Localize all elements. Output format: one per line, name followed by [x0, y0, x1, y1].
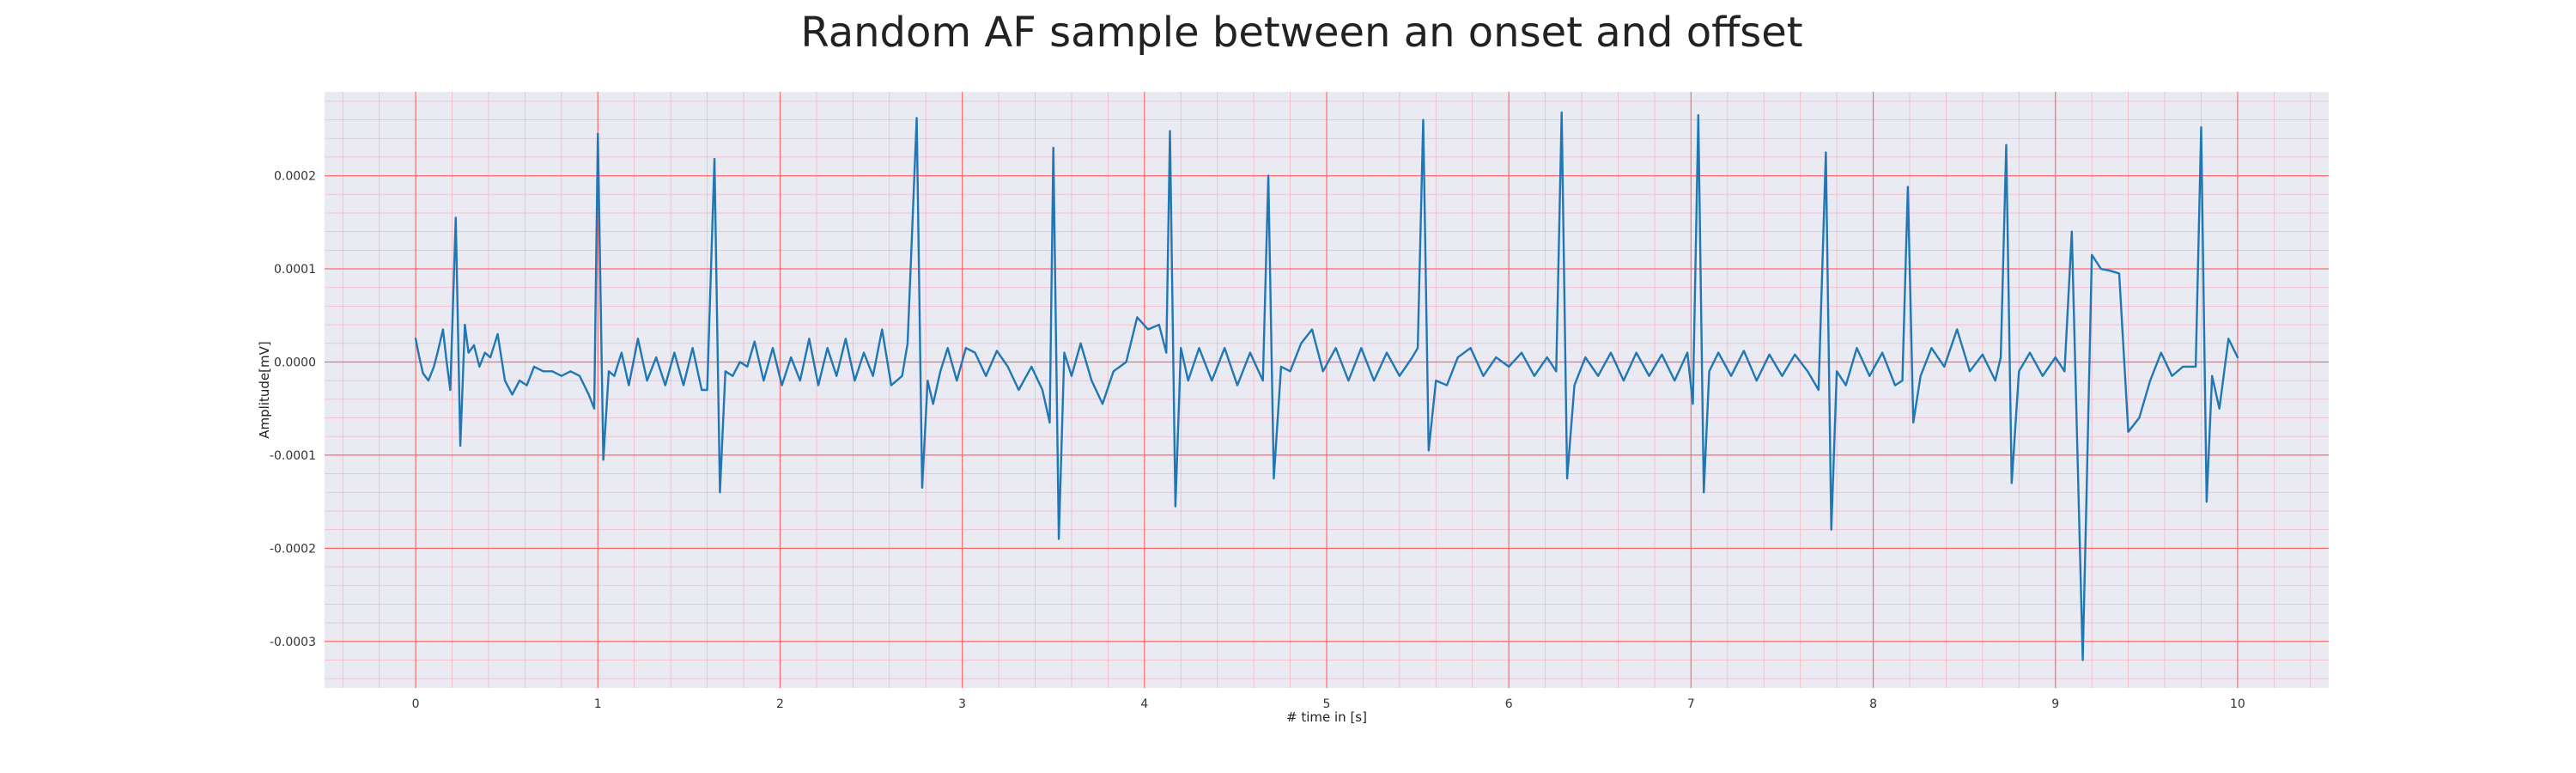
x-tick-label: 1 — [594, 697, 602, 711]
y-axis-label: Amplitude[mV] — [257, 341, 272, 438]
y-tick-label: -0.0003 — [270, 636, 316, 649]
y-tick-label: -0.0002 — [270, 542, 316, 556]
x-tick-label: 6 — [1505, 697, 1513, 711]
y-tick-label: 0.0001 — [274, 263, 316, 277]
x-tick-label: 9 — [2051, 697, 2059, 711]
series-layer — [414, 111, 2239, 661]
x-tick-label: 3 — [958, 697, 966, 711]
x-tick-label: 2 — [776, 697, 784, 711]
ecg-signal-line — [414, 111, 2239, 661]
x-tick-label: 0 — [412, 697, 420, 711]
x-tick-label: 8 — [1869, 697, 1877, 711]
y-tick-label: -0.0001 — [270, 449, 316, 463]
y-tick-label: 0.0000 — [274, 356, 316, 369]
x-tick-label: 7 — [1687, 697, 1695, 711]
x-axis-label: # time in [s] — [1286, 709, 1367, 725]
x-axis-ticks: 0 1 2 3 4 5 6 7 8 9 10 — [412, 697, 2245, 711]
x-tick-label: 10 — [2230, 697, 2245, 711]
chart-title: Random AF sample between an onset and of… — [800, 9, 1802, 57]
x-tick-label: 5 — [1323, 697, 1331, 711]
y-tick-label: 0.0002 — [274, 170, 316, 184]
x-tick-label: 4 — [1140, 697, 1148, 711]
y-axis-ticks: -0.0003 -0.0002 -0.0001 0.0000 0.0001 0.0002 — [270, 170, 316, 649]
